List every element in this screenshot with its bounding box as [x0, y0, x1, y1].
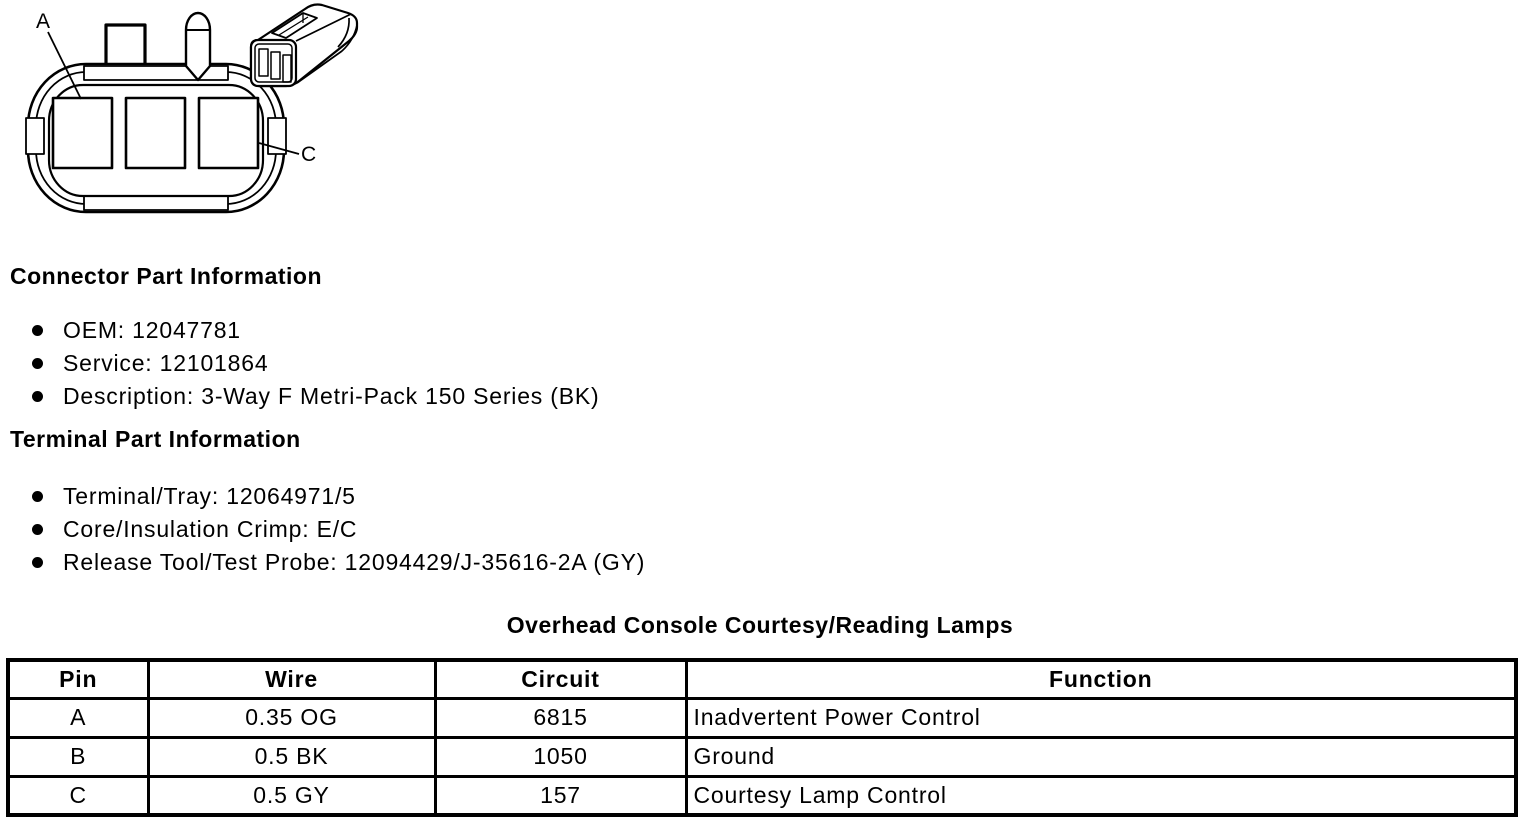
diagram-callouts: A C	[36, 10, 316, 166]
list-item: OEM: 12047781	[32, 314, 600, 347]
connector-diagram: A C	[25, 3, 359, 214]
pin-label-c: C	[301, 143, 316, 166]
connector-latch-pin	[184, 11, 212, 82]
cell-wire: 0.35 OG	[146, 696, 437, 739]
cell-circuit: 1050	[433, 735, 688, 778]
cell-circuit: 6815	[433, 696, 688, 739]
pinout-table: Pin Wire Circuit Function A 0.35 OG 6815…	[6, 658, 1518, 817]
cell-function: Ground	[684, 735, 1518, 778]
terminal-cavity-c	[197, 96, 260, 170]
pinout-table-title: Overhead Console Courtesy/Reading Lamps	[506, 612, 1014, 638]
terminal-part-info-list: Terminal/Tray: 12064971/5 Core/Insulatio…	[32, 480, 645, 579]
terminal-cavity-a	[51, 96, 114, 170]
table-row: A 0.35 OG 6815 Inadvertent Power Control	[6, 696, 1518, 739]
cell-wire: 0.5 GY	[146, 774, 437, 817]
column-header-function: Function	[684, 658, 1518, 700]
terminal-cavity-b	[124, 96, 187, 170]
bullet-icon	[32, 491, 43, 502]
cell-pin: C	[6, 774, 150, 817]
table-header-row: Pin Wire Circuit Function	[6, 658, 1518, 700]
connector-part-info-list: OEM: 12047781 Service: 12101864 Descript…	[32, 314, 600, 413]
column-header-wire: Wire	[146, 658, 437, 700]
table-row: B 0.5 BK 1050 Ground	[6, 735, 1518, 778]
connector-part-info-heading: Connector Part Information	[10, 263, 323, 289]
list-item: Core/Insulation Crimp: E/C	[32, 513, 645, 546]
column-header-circuit: Circuit	[433, 658, 688, 700]
list-item: Description: 3-Way F Metri-Pack 150 Seri…	[32, 380, 600, 413]
connector-top-tab	[104, 23, 147, 69]
list-item-text: Core/Insulation Crimp: E/C	[63, 516, 358, 542]
column-header-pin: Pin	[6, 658, 150, 700]
list-item-text: Terminal/Tray: 12064971/5	[63, 483, 356, 509]
bullet-icon	[32, 358, 43, 369]
bullet-icon	[32, 391, 43, 402]
connector-iso-view	[249, 3, 359, 88]
list-item: Terminal/Tray: 12064971/5	[32, 480, 645, 513]
cell-pin: A	[6, 696, 150, 739]
pin-label-a: A	[36, 10, 50, 33]
cell-function: Inadvertent Power Control	[684, 696, 1518, 739]
bullet-icon	[32, 325, 43, 336]
bullet-icon	[32, 557, 43, 568]
cell-pin: B	[6, 735, 150, 778]
table-row: C 0.5 GY 157 Courtesy Lamp Control	[6, 774, 1518, 817]
cell-wire: 0.5 BK	[146, 735, 437, 778]
list-item-text: Release Tool/Test Probe: 12094429/J-3561…	[63, 549, 646, 575]
connector-front-view	[25, 11, 287, 214]
cell-function: Courtesy Lamp Control	[684, 774, 1518, 817]
cell-circuit: 157	[433, 774, 688, 817]
list-item-text: Description: 3-Way F Metri-Pack 150 Seri…	[63, 383, 600, 409]
list-item: Release Tool/Test Probe: 12094429/J-3561…	[32, 546, 645, 579]
list-item-text: OEM: 12047781	[63, 317, 241, 343]
list-item-text: Service: 12101864	[63, 350, 269, 376]
bullet-icon	[32, 524, 43, 535]
list-item: Service: 12101864	[32, 347, 600, 380]
terminal-part-info-heading: Terminal Part Information	[10, 426, 301, 452]
